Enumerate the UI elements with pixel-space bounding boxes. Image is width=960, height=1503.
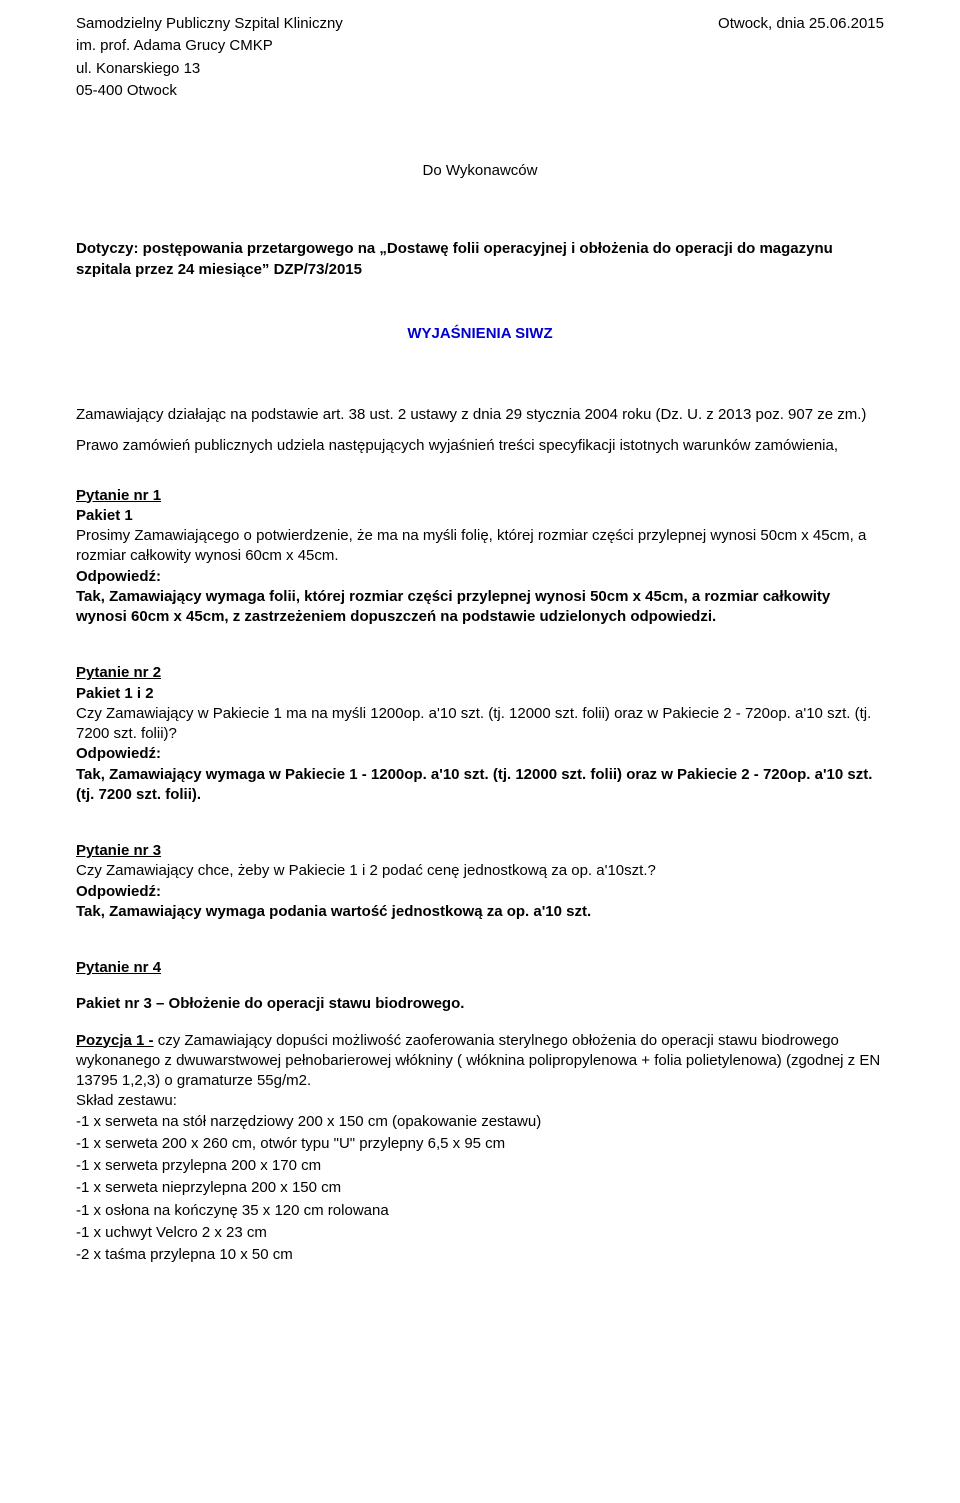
letterhead-row: Samodzielny Publiczny Szpital Kliniczny … <box>76 14 884 103</box>
q3-body: Czy Zamawiający chce, żeby w Pakiecie 1 … <box>76 861 884 881</box>
q4-item-6: -2 x taśma przylepna 10 x 50 cm <box>76 1245 884 1265</box>
document-page: Samodzielny Publiczny Szpital Kliniczny … <box>0 0 960 1307</box>
question-4: Pytanie nr 4 Pakiet nr 3 – Obłożenie do … <box>76 958 884 1265</box>
q1-title: Pytanie nr 1 <box>76 486 884 506</box>
intro-paragraph: Zamawiający działając na podstawie art. … <box>76 400 884 462</box>
subject-text: Dotyczy: postępowania przetargowego na „… <box>76 240 833 277</box>
q3-answer: Tak, Zamawiający wymaga podania wartość … <box>76 902 884 922</box>
q4-item-3: -1 x serweta nieprzylepna 200 x 150 cm <box>76 1178 884 1198</box>
place-date: Otwock, dnia 25.06.2015 <box>718 14 884 103</box>
q2-answer: Tak, Zamawiający wymaga w Pakiecie 1 - 1… <box>76 765 884 806</box>
question-1: Pytanie nr 1 Pakiet 1 Prosimy Zamawiając… <box>76 486 884 628</box>
q4-item-2: -1 x serweta przylepna 200 x 170 cm <box>76 1156 884 1176</box>
sender-line-4: 05-400 Otwock <box>76 81 343 101</box>
q4-list-head: Skład zestawu: <box>76 1091 884 1111</box>
q4-pos-label: Pozycja 1 - <box>76 1032 154 1049</box>
q4-subtitle: Pakiet nr 3 – Obłożenie do operacji staw… <box>76 994 884 1014</box>
recipient-line: Do Wykonawców <box>76 161 884 181</box>
q4-pos-body: czy Zamawiający dopuści możliwość zaofer… <box>76 1032 880 1090</box>
clarification-heading: WYJAŚNIENIA SIWZ <box>76 324 884 344</box>
q2-subtitle: Pakiet 1 i 2 <box>76 684 884 704</box>
q2-title: Pytanie nr 2 <box>76 663 884 683</box>
q4-item-1: -1 x serweta 200 x 260 cm, otwór typu "U… <box>76 1134 884 1154</box>
q2-body: Czy Zamawiający w Pakiecie 1 ma na myśli… <box>76 704 884 745</box>
sender-block: Samodzielny Publiczny Szpital Kliniczny … <box>76 14 343 103</box>
q1-body: Prosimy Zamawiającego o potwierdzenie, ż… <box>76 526 884 567</box>
sender-line-3: ul. Konarskiego 13 <box>76 59 343 79</box>
q1-subtitle: Pakiet 1 <box>76 506 884 526</box>
q1-answer-label: Odpowiedź: <box>76 567 884 587</box>
q2-answer-label: Odpowiedź: <box>76 744 884 764</box>
question-2: Pytanie nr 2 Pakiet 1 i 2 Czy Zamawiając… <box>76 663 884 805</box>
subject-block: Dotyczy: postępowania przetargowego na „… <box>76 239 884 280</box>
question-3: Pytanie nr 3 Czy Zamawiający chce, żeby … <box>76 841 884 922</box>
q4-title: Pytanie nr 4 <box>76 958 884 978</box>
q3-answer-label: Odpowiedź: <box>76 882 884 902</box>
q4-position: Pozycja 1 - czy Zamawiający dopuści możl… <box>76 1031 884 1092</box>
sender-line-2: im. prof. Adama Grucy CMKP <box>76 36 343 56</box>
q1-answer: Tak, Zamawiający wymaga folii, której ro… <box>76 587 884 628</box>
q4-item-4: -1 x osłona na kończynę 35 x 120 cm rolo… <box>76 1201 884 1221</box>
q3-title: Pytanie nr 3 <box>76 841 884 861</box>
sender-line-1: Samodzielny Publiczny Szpital Kliniczny <box>76 14 343 34</box>
q4-item-0: -1 x serweta na stół narzędziowy 200 x 1… <box>76 1112 884 1132</box>
q4-item-5: -1 x uchwyt Velcro 2 x 23 cm <box>76 1223 884 1243</box>
